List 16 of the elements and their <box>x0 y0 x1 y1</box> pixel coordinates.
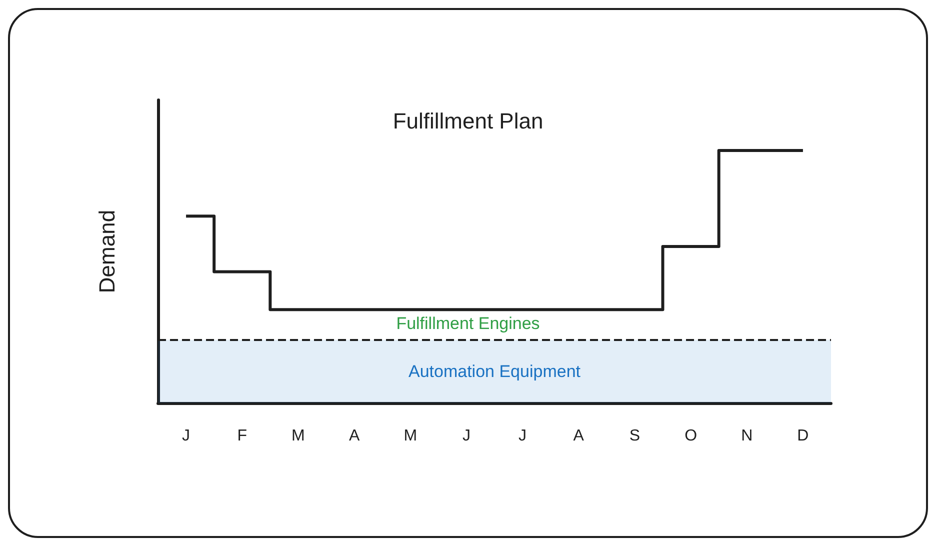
band-label: Automation Equipment <box>408 362 581 381</box>
x-tick-label: J <box>182 428 190 444</box>
x-tick-label: S <box>629 428 640 444</box>
x-tick-label: J <box>462 428 470 444</box>
x-tick-label: F <box>237 428 248 444</box>
annotation: Fulfillment Engines <box>396 314 540 333</box>
x-tick-label: M <box>292 428 305 444</box>
x-tick-label: M <box>404 428 418 444</box>
chart-title: Fulfillment Plan <box>392 108 544 134</box>
x-tick-label: O <box>684 428 698 444</box>
x-tick-label: J <box>518 428 527 444</box>
x-tick-label: A <box>573 428 584 444</box>
x-tick-label: N <box>741 428 753 444</box>
x-tick-label: A <box>348 428 360 444</box>
x-tick-label: D <box>797 428 809 444</box>
y-axis-title: Demand <box>94 210 120 294</box>
